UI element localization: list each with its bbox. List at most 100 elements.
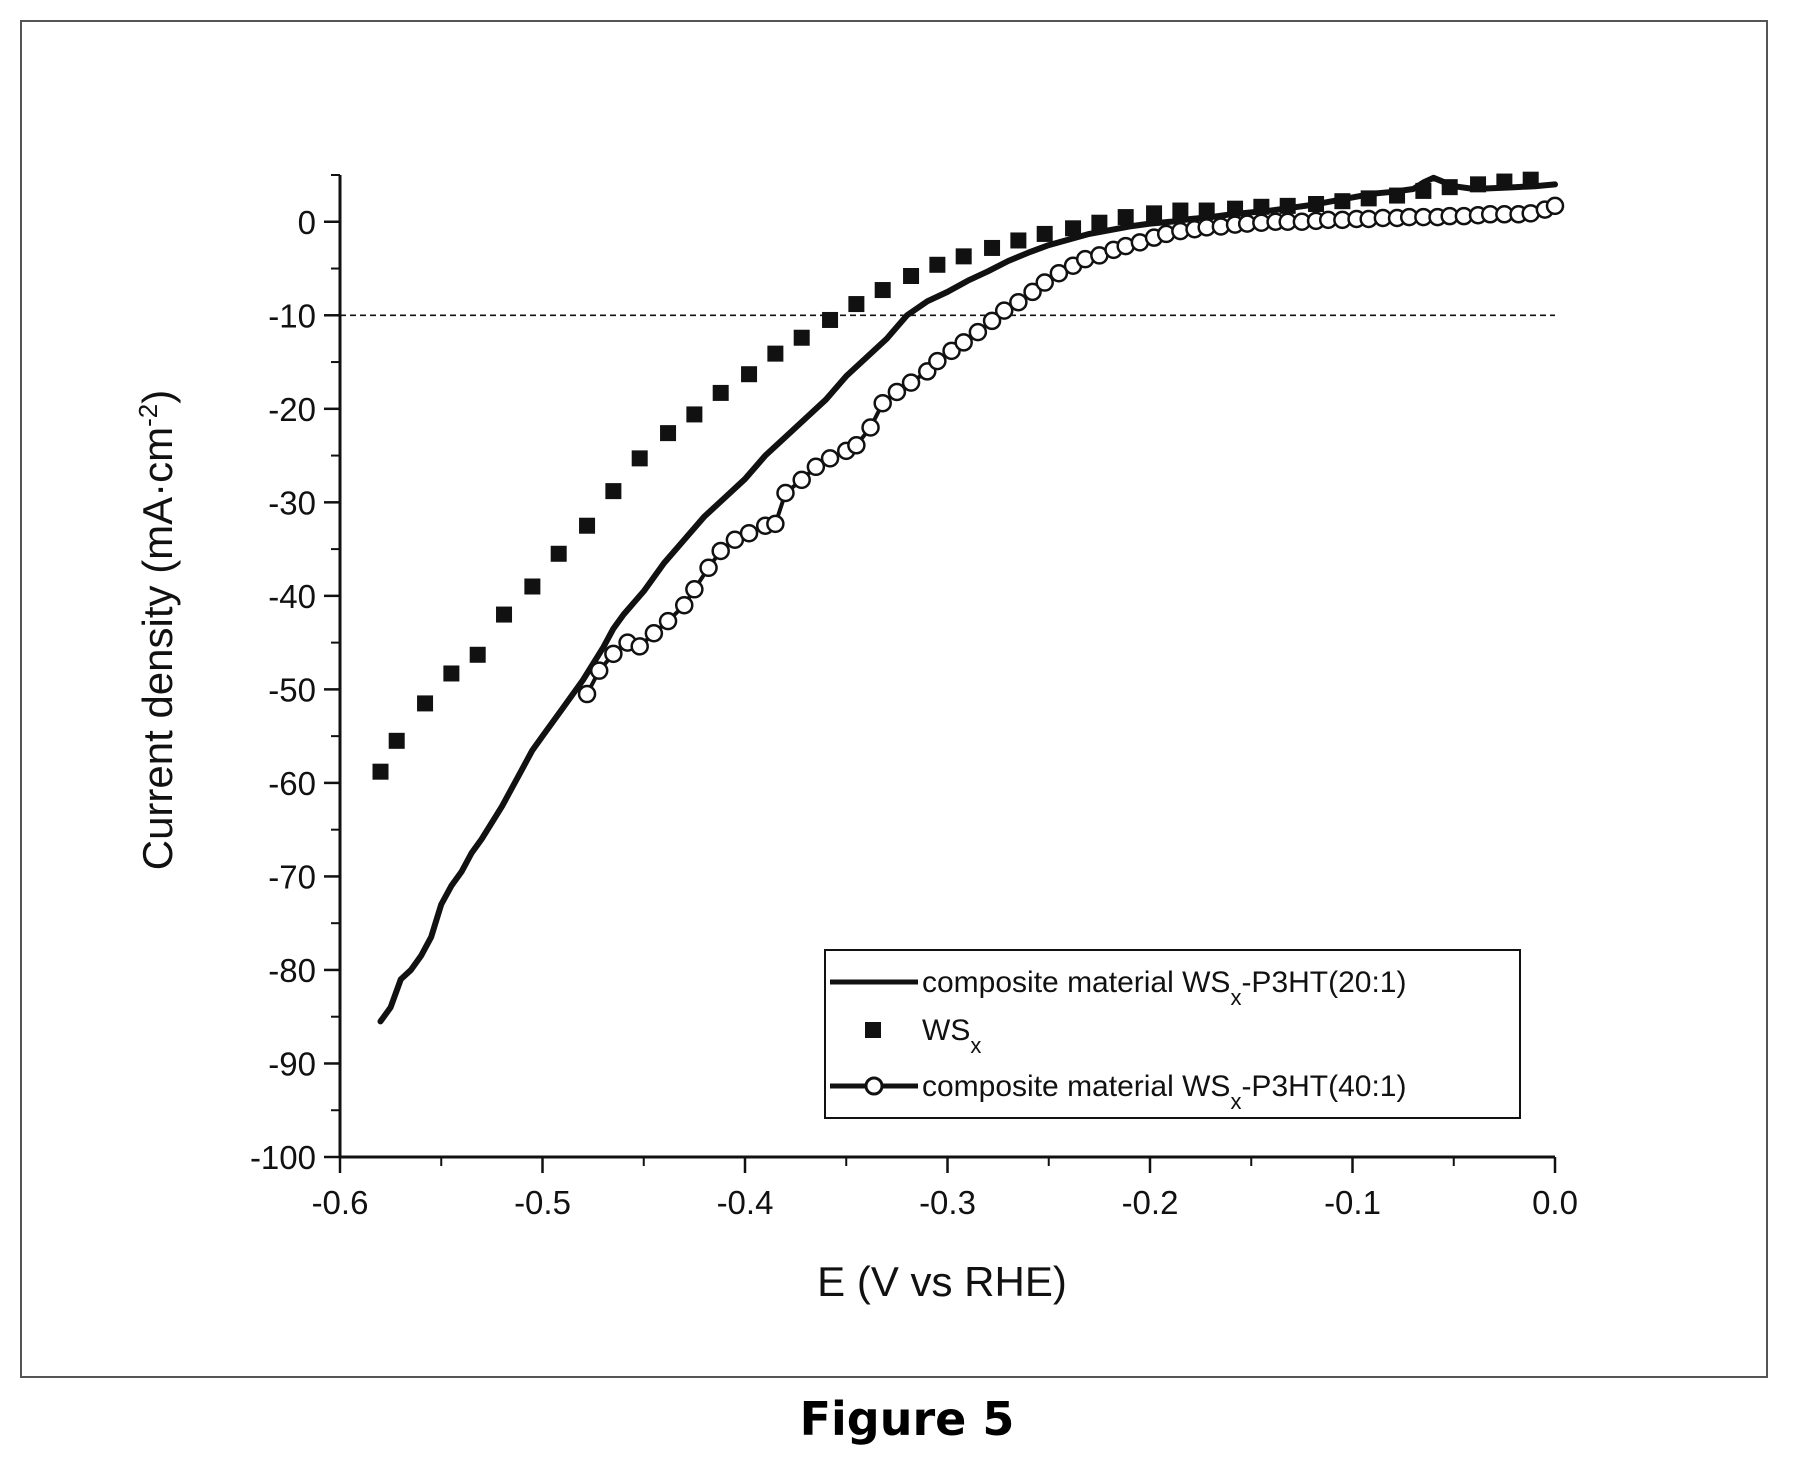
y-tick-label: 0	[298, 204, 316, 241]
y-axis-title: Current density (mA·cm-2)	[133, 390, 181, 871]
y-tick-label: -90	[268, 1045, 316, 1082]
data-point-wsx	[579, 517, 596, 534]
series-line-wsx-p3ht-40-1	[585, 204, 1556, 696]
y-tick-label: -10	[268, 297, 316, 334]
data-point-wsx	[793, 329, 810, 346]
data-point-wsx	[605, 483, 622, 500]
y-axis-title-superscript: -2	[133, 404, 163, 427]
y-tick-label: -60	[268, 765, 316, 802]
data-point-wsx	[1441, 179, 1458, 196]
data-point-wsx-p3ht-40-1	[1049, 263, 1069, 283]
y-tick-label: -70	[268, 858, 316, 895]
x-tick-label: -0.1	[1324, 1184, 1381, 1221]
x-axis-title: E (V vs RHE)	[817, 1258, 1067, 1305]
data-point-wsx-p3ht-40-1	[861, 418, 880, 437]
data-point-wsx	[1496, 173, 1513, 190]
data-point-wsx-p3ht-40-1	[954, 333, 973, 352]
data-point-wsx-p3ht-40-1	[699, 558, 718, 578]
y-tick-label: -80	[268, 952, 316, 989]
data-point-wsx	[496, 606, 513, 623]
data-point-wsx-p3ht-40-1	[589, 661, 609, 680]
y-axis-title-tail: )	[134, 390, 181, 404]
data-point-wsx	[1036, 225, 1053, 242]
legend-marker-series-3	[864, 1076, 884, 1096]
data-point-wsx	[1308, 195, 1325, 212]
data-point-wsx	[848, 296, 865, 313]
data-point-wsx-p3ht-40-1	[792, 470, 811, 490]
data-point-wsx	[1360, 190, 1377, 207]
series-line-wsx-p3ht-20-1	[377, 174, 1558, 1025]
figure-caption: Figure 5	[799, 1392, 1015, 1446]
y-tick-label: -40	[268, 578, 316, 615]
data-point-wsx-p3ht-40-1	[739, 523, 759, 543]
legend-box	[824, 949, 1521, 1119]
data-point-wsx	[955, 248, 972, 265]
y-tick-label: -30	[268, 484, 316, 521]
data-point-wsx	[443, 665, 460, 682]
data-point-wsx	[550, 545, 567, 562]
data-point-wsx-p3ht-40-1	[928, 351, 947, 371]
data-point-wsx-p3ht-40-1	[994, 301, 1014, 320]
y-axis-title-main: Current density (mA·cm	[134, 427, 181, 870]
data-point-wsx-p3ht-40-1	[711, 541, 730, 561]
data-point-wsx	[388, 732, 405, 749]
data-point-wsx	[686, 406, 703, 423]
data-point-wsx-p3ht-40-1	[1009, 292, 1028, 312]
legend-label-series-3: composite material WSx-P3HT(40:1)	[922, 1070, 1406, 1114]
y-tick-label: -20	[268, 391, 316, 428]
data-point-wsx	[1253, 198, 1270, 215]
data-point-wsx	[984, 239, 1001, 256]
data-point-wsx-p3ht-40-1	[1023, 282, 1042, 302]
legend-label-series-3-pre: composite material WS	[922, 1070, 1230, 1103]
data-point-wsx	[1279, 197, 1296, 214]
legend-label-series-3-sub: x	[1230, 1089, 1241, 1114]
data-point-wsx-p3ht-40-1	[887, 382, 907, 402]
data-point-wsx	[1010, 232, 1027, 249]
legend-label-series-1-sub: x	[1230, 985, 1241, 1010]
data-point-wsx-p3ht-40-1	[658, 611, 678, 631]
data-point-wsx-p3ht-40-1	[630, 637, 649, 656]
x-tick-label: -0.6	[312, 1184, 369, 1221]
data-point-wsx	[1227, 200, 1244, 217]
data-point-wsx	[1415, 182, 1432, 199]
x-tick-label: -0.3	[919, 1184, 976, 1221]
data-point-wsx	[1334, 193, 1351, 210]
data-point-wsx	[822, 311, 839, 328]
data-point-wsx	[1065, 220, 1082, 237]
data-point-wsx	[767, 345, 784, 362]
series-group	[372, 171, 1565, 1025]
data-point-wsx-p3ht-40-1	[644, 624, 664, 643]
data-point-wsx	[660, 425, 677, 442]
data-point-wsx	[1470, 176, 1487, 193]
legend-label-series-1-pre: composite material WS	[922, 966, 1230, 999]
data-point-wsx	[1198, 202, 1215, 219]
data-point-wsx	[874, 282, 891, 299]
data-point-wsx	[1091, 214, 1108, 231]
legend-label-series-2: WSx	[922, 1014, 981, 1058]
y-tick-label: -50	[268, 671, 316, 708]
figure-frame	[20, 20, 1768, 1378]
legend-label-series-1: composite material WSx-P3HT(20:1)	[922, 966, 1406, 1010]
y-tick-group: 0 -10 -20 -30 -40 -50 -60 -70 -80 -90 -100	[250, 174, 340, 1176]
x-tick-label: -0.5	[514, 1184, 571, 1221]
data-point-wsx	[1146, 205, 1163, 222]
data-point-wsx	[469, 646, 486, 663]
data-point-wsx-p3ht-40-1	[847, 436, 866, 455]
data-point-wsx-p3ht-40-1	[604, 644, 623, 664]
legend-label-series-1-post: -P3HT(20:1)	[1241, 966, 1406, 999]
legend: composite material WSx-P3HT(20:1) WSx co…	[824, 949, 1521, 1119]
data-point-wsx-p3ht-40-1	[873, 393, 892, 413]
data-point-wsx-p3ht-40-1	[968, 322, 988, 342]
data-point-wsx	[1389, 187, 1406, 204]
data-point-wsx	[929, 256, 946, 273]
x-tick-label: -0.4	[717, 1184, 774, 1221]
legend-marker-series-2	[865, 1022, 881, 1038]
data-point-wsx	[741, 366, 758, 383]
x-tick-label: 0.0	[1532, 1184, 1578, 1221]
data-point-wsx	[1117, 209, 1134, 226]
data-point-wsx	[372, 763, 389, 780]
data-point-wsx-p3ht-40-1	[901, 373, 921, 392]
data-point-wsx-p3ht-40-1	[982, 311, 1002, 331]
data-point-wsx-p3ht-40-1	[577, 684, 597, 704]
